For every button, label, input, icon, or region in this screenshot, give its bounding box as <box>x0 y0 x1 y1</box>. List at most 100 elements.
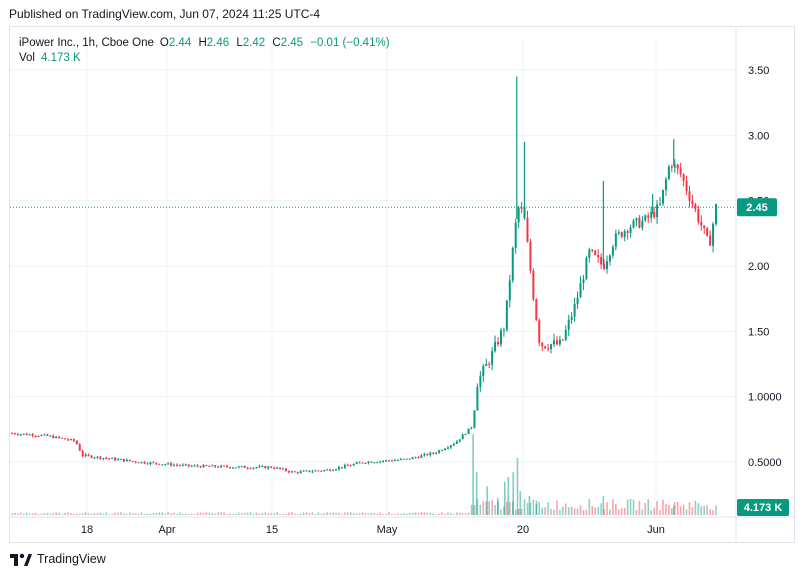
candle-body <box>667 166 670 180</box>
volume-bar <box>317 512 320 515</box>
volume-bar <box>467 512 470 515</box>
volume-bar <box>450 513 452 515</box>
volume-bar <box>249 512 252 515</box>
volume-bar <box>329 512 331 515</box>
candle-body <box>694 204 697 210</box>
candle-body <box>217 466 220 468</box>
volume-bar <box>78 513 81 515</box>
candle-body <box>137 462 140 464</box>
legend: iPower Inc., 1h, Cboe One O2.44 H2.46 L2.… <box>19 36 394 66</box>
candle-body <box>659 203 662 205</box>
volume-bar <box>220 512 222 515</box>
volume-bar <box>567 507 570 515</box>
candle-body <box>90 455 93 458</box>
volume-bar <box>187 513 190 515</box>
candle-body <box>40 434 43 437</box>
candle-body <box>526 217 529 242</box>
volume-bar <box>441 512 443 515</box>
volume-bar <box>190 513 193 515</box>
volume-bar <box>444 513 446 515</box>
legend-high-value: 2.46 <box>206 37 230 49</box>
volume-bar <box>223 512 225 515</box>
candle-body <box>122 459 125 462</box>
candle-body <box>87 454 90 456</box>
volume-bar <box>17 513 19 515</box>
candle-body <box>656 204 659 218</box>
volume-bar <box>84 512 87 515</box>
legend-volume-key: Vol <box>19 52 35 64</box>
volume-bar <box>64 512 66 515</box>
volume-bar <box>332 512 334 515</box>
candle-body <box>505 300 508 330</box>
volume-bar <box>90 513 93 515</box>
volume-bar <box>314 514 317 515</box>
volume-bar <box>73 513 75 515</box>
candle-body <box>349 465 352 467</box>
candle-body <box>597 254 600 258</box>
volume-bar <box>405 513 408 515</box>
volume-bar <box>346 512 349 515</box>
candle-body <box>16 434 19 436</box>
volume-bar <box>273 512 275 515</box>
candle-body <box>464 433 467 435</box>
candle-body <box>661 189 664 204</box>
candle-body <box>632 220 635 228</box>
candle-body <box>296 472 299 474</box>
candle-body <box>626 231 629 233</box>
candle-body <box>66 439 69 441</box>
candle-body <box>346 464 349 466</box>
volume-bar <box>570 506 573 515</box>
y-tick-label: 0.5000 <box>748 457 782 469</box>
candle-body <box>653 211 656 218</box>
candle-body <box>55 436 58 439</box>
legend-high-key: H <box>198 37 207 49</box>
candle-body <box>629 227 632 233</box>
volume-bar <box>376 513 379 515</box>
volume-bar <box>111 513 113 515</box>
volume-bar <box>432 513 435 515</box>
candle-body <box>287 470 290 473</box>
candle-body <box>37 435 40 437</box>
candle-body <box>335 469 338 471</box>
volume-bar <box>526 503 529 515</box>
volume-bar <box>226 513 228 515</box>
candle-body <box>164 464 167 466</box>
candle-body <box>706 228 709 236</box>
volume-bar <box>691 507 694 515</box>
volume-bar <box>117 512 119 515</box>
candle-body <box>538 320 541 343</box>
y-tick-label: 1.50 <box>748 326 769 338</box>
candle-body <box>620 232 623 238</box>
volume-bar <box>576 508 579 515</box>
volume-bar <box>155 512 158 515</box>
tradingview-logo-icon[interactable] <box>10 552 32 566</box>
y-tick-label: 3.00 <box>748 130 769 142</box>
candle-body <box>270 466 273 468</box>
volume-bar <box>264 512 267 515</box>
volume-bar <box>31 513 34 515</box>
volume-bar <box>632 499 635 515</box>
candle-body <box>75 440 78 445</box>
volume-bar <box>606 502 608 515</box>
volume-bar <box>320 513 323 515</box>
candle-body <box>555 340 558 345</box>
volume-bar <box>626 499 629 515</box>
candle-body <box>13 433 16 435</box>
candle-body <box>231 467 234 469</box>
volume-bar <box>676 501 679 515</box>
volume-bar <box>167 512 169 515</box>
candle-body <box>617 232 620 234</box>
candle-body <box>78 444 81 451</box>
candle-body <box>267 466 270 469</box>
volume-bar <box>623 508 626 515</box>
volume-bar <box>87 513 90 515</box>
candle-body <box>476 386 479 411</box>
volume-bar <box>671 508 673 515</box>
candle-body <box>703 225 706 229</box>
candle-body <box>28 434 31 436</box>
legend-symbol: iPower Inc., 1h, Cboe One <box>19 37 154 49</box>
footer-brand[interactable]: TradingView <box>37 552 106 566</box>
volume-bar <box>217 512 219 515</box>
volume-bar <box>647 499 650 515</box>
